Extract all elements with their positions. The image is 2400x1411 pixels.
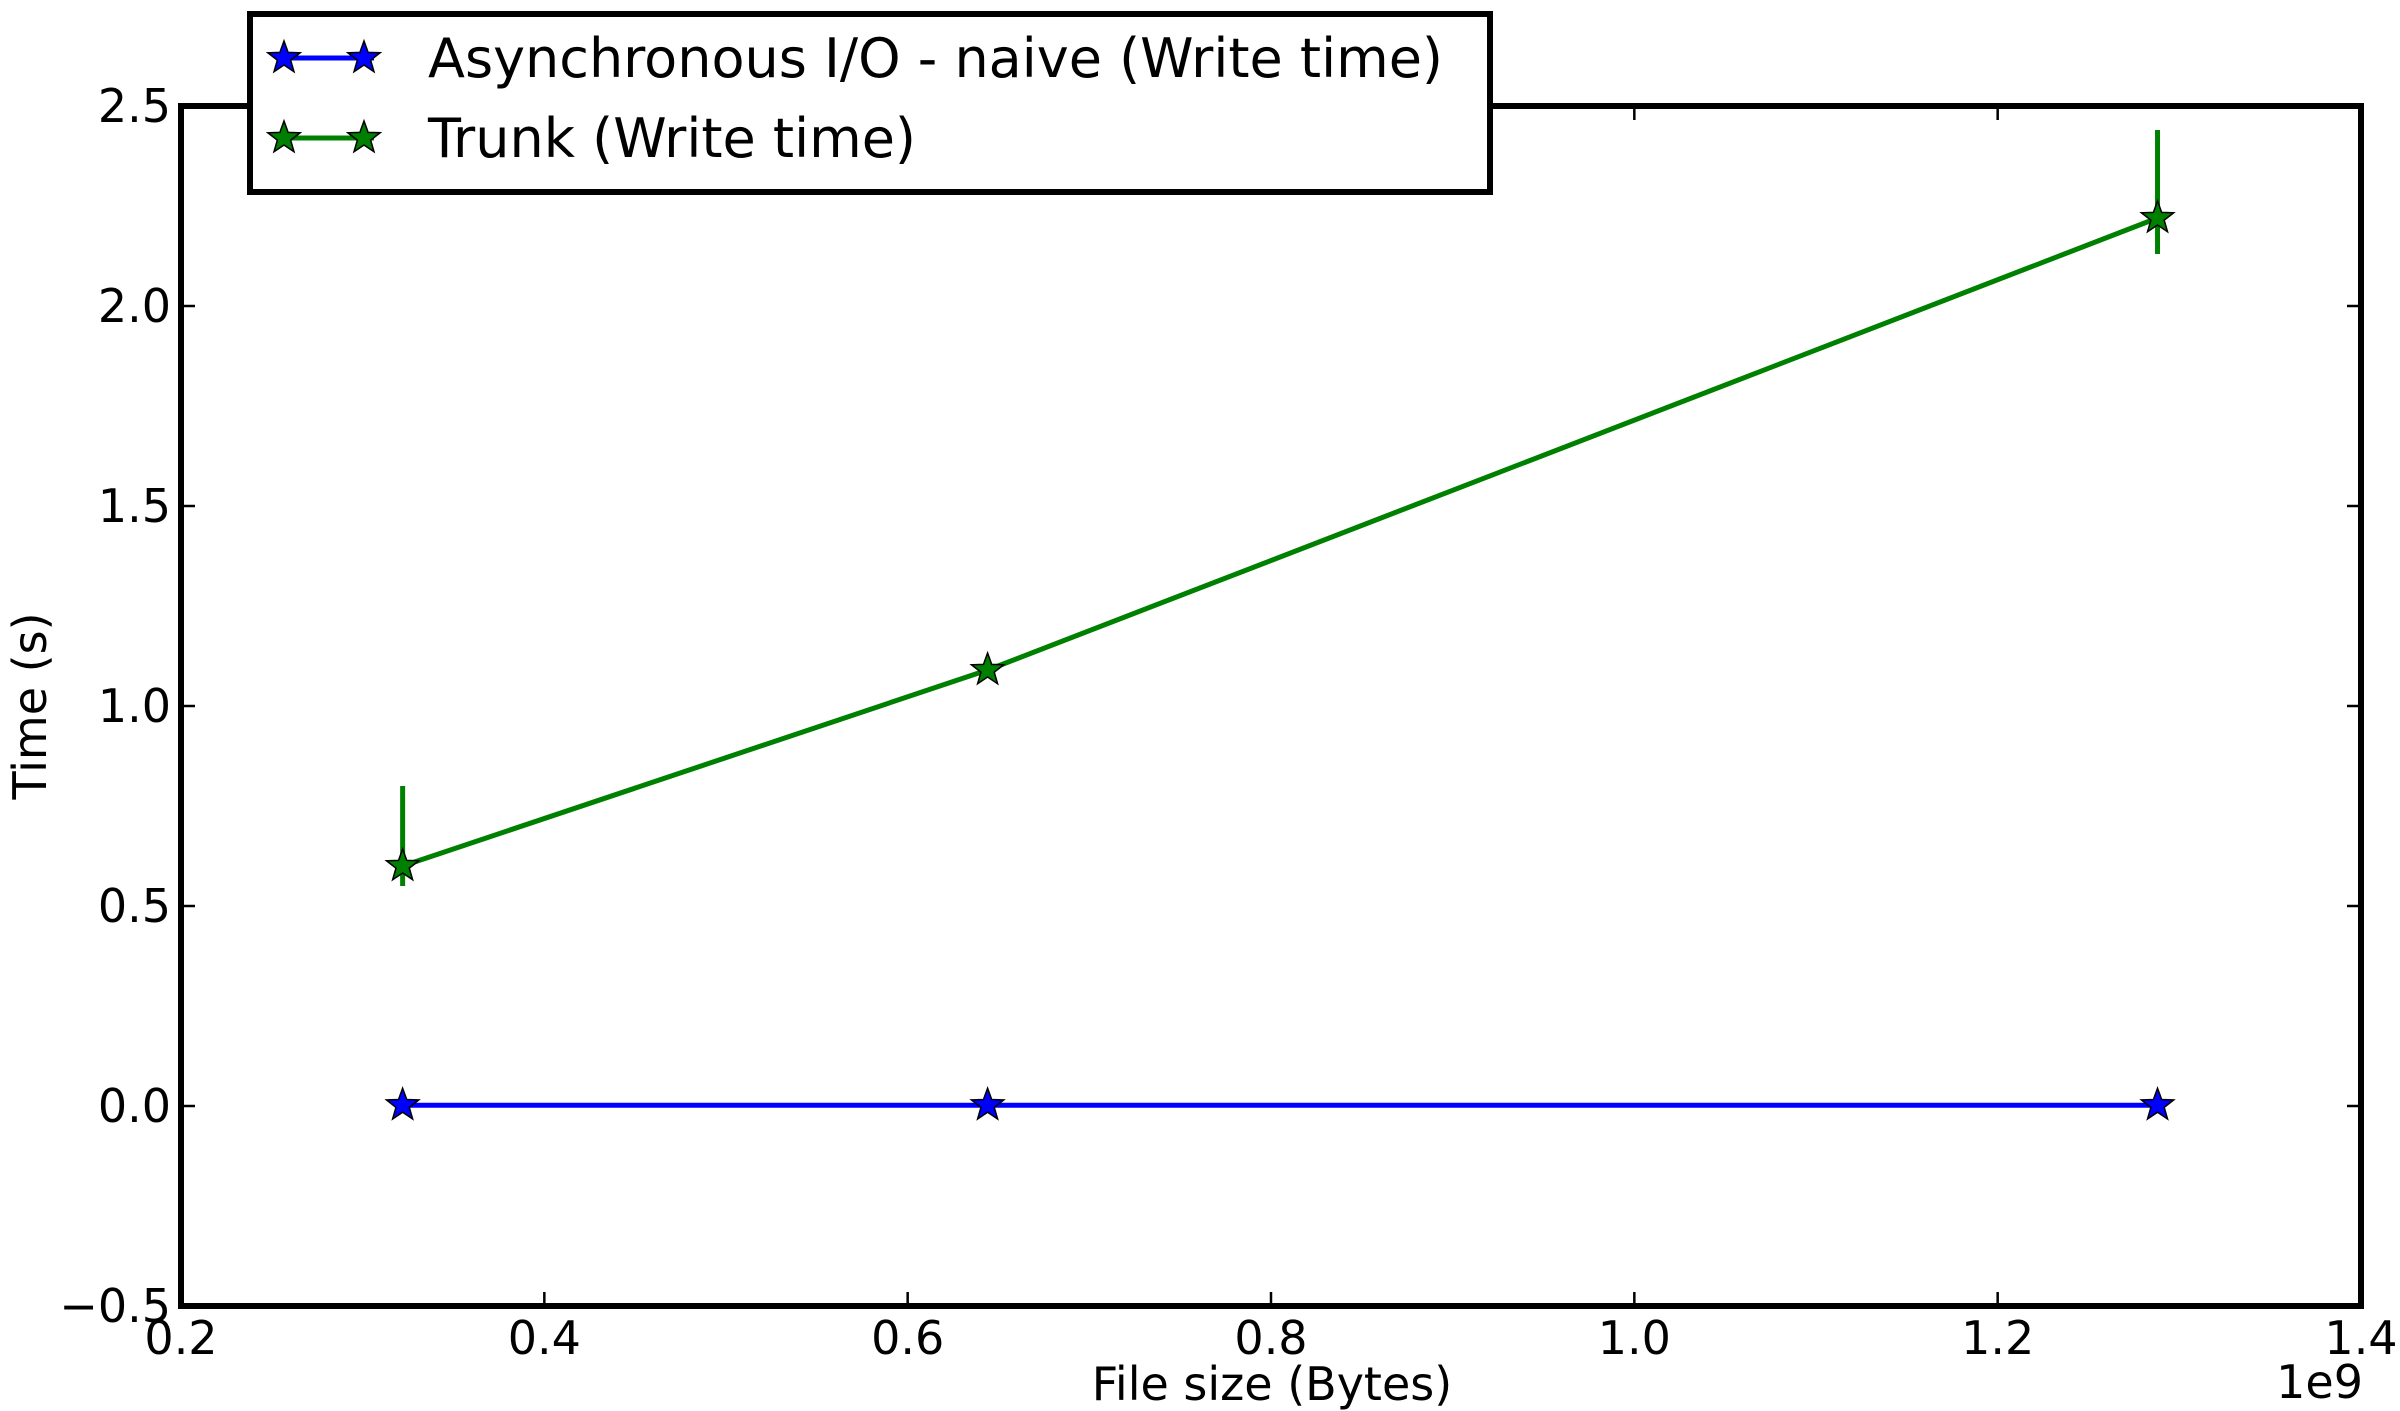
legend-box	[247, 11, 1493, 195]
x-axis-offset-label: 1e9	[2276, 1355, 2363, 1409]
data-point-star	[2139, 198, 2176, 234]
legend-marker-star	[265, 118, 303, 154]
legend-entry-2: Trunk (Write time)	[265, 107, 916, 170]
data-point-star	[2139, 1086, 2176, 1121]
y-tick-label: 2.5	[98, 79, 171, 133]
legend-marker-star	[345, 38, 383, 74]
y-tick-label: −0.5	[59, 1279, 171, 1333]
x-tick-label: 0.2	[144, 1311, 217, 1365]
y-tick-label: 0.5	[98, 879, 171, 933]
x-axis-ticks: 0.2 0.4 0.6 0.8 1.0 1.2 1.4	[144, 106, 2398, 1365]
y-tick-label: 2.0	[98, 279, 171, 333]
data-point-star	[969, 650, 1006, 686]
x-tick-label: 1.2	[1961, 1311, 2034, 1365]
x-tick-label: 1.0	[1598, 1311, 1671, 1365]
x-tick-label: 1.4	[2324, 1311, 2397, 1365]
x-tick-label: 0.4	[508, 1311, 581, 1365]
series-line	[401, 215, 2159, 869]
series-2	[384, 130, 2176, 886]
y-tick-label: 1.5	[98, 479, 171, 533]
data-point-star	[384, 1086, 421, 1121]
legend-entry-1: Asynchronous I/O - naive (Write time)	[265, 27, 1443, 90]
axes-border	[178, 103, 2364, 1309]
plot-area	[384, 130, 2176, 1121]
data-point-star	[969, 1085, 1006, 1121]
y-axis-label: Time (s)	[3, 612, 57, 800]
y-tick-label: 1.0	[98, 679, 171, 733]
y-axis-ticks: −0.5 0.0 0.5 1.0 1.5 2.0 2.5	[59, 79, 2361, 1333]
series-1	[384, 1085, 2176, 1121]
legend-marker-star	[345, 118, 383, 154]
y-tick-label: 0.0	[98, 1079, 171, 1133]
data-point-star	[384, 846, 421, 882]
legend: Asynchronous I/O - naive (Write time) Tru…	[247, 11, 1493, 195]
x-axis-label: File size (Bytes)	[1092, 1357, 1452, 1411]
axes-frame	[178, 103, 2364, 1309]
x-tick-label: 0.6	[871, 1311, 944, 1365]
legend-marker-star	[265, 38, 303, 74]
legend-label: Trunk (Write time)	[427, 107, 916, 170]
legend-label: Asynchronous I/O - naive (Write time)	[428, 27, 1443, 90]
x-tick-label: 0.8	[1234, 1311, 1307, 1365]
